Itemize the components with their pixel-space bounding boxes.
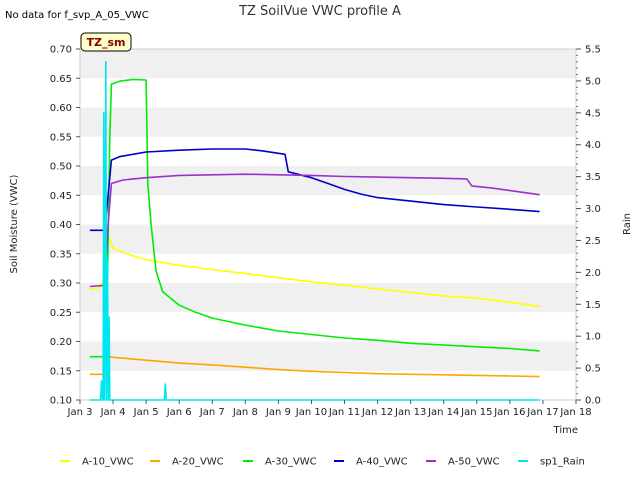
- series-line-sp1-rain: [89, 60, 540, 401]
- y2-tick-label: 1.0: [585, 332, 601, 343]
- series-line-a-40-vwc: [89, 148, 540, 232]
- series-line-a-50-vwc: [89, 173, 540, 288]
- grid-band: [80, 78, 576, 108]
- y-axis-left: 0.10 0.15 0.20 0.25 0.30 0.35 0.40 0.45 0.50 0.55…: [50, 45, 80, 407]
- y-tick-label: 0.70: [50, 45, 72, 56]
- x-tick-label: Jan 4: [100, 407, 126, 418]
- x-tick-label: Jan 7: [199, 407, 225, 418]
- x-tick-label: Jan 15: [460, 407, 492, 418]
- x-tick-label: Jan 10: [295, 407, 327, 418]
- y-tick-label: 0.40: [50, 220, 72, 231]
- y-tick-label: 0.30: [50, 279, 72, 290]
- x-tick-label: Jan 11: [328, 407, 360, 418]
- legend: A-10_VWC A-20_VWC A-30_VWC A-40_VWC A-50_VWC…: [60, 457, 585, 468]
- site-badge-label: TZ_sm: [87, 36, 126, 49]
- x-tick-label: Jan 13: [394, 407, 426, 418]
- x-tick-label: Jan 18: [559, 407, 591, 418]
- y2-tick-label: 0.0: [585, 396, 601, 407]
- y2-tick-label: 5.0: [585, 76, 601, 87]
- legend-label: A-50_VWC: [448, 457, 500, 468]
- legend-label: A-40_VWC: [356, 457, 408, 468]
- x-tick-label: Jan 9: [265, 407, 291, 418]
- y2-tick-label: 2.0: [585, 268, 601, 279]
- y2-tick-label: 1.5: [585, 300, 601, 311]
- grid-band: [80, 49, 576, 79]
- no-data-note: No data for f_svp_A_05_VWC: [5, 10, 149, 21]
- grid-band: [80, 195, 576, 225]
- y2-axis-title: Rain: [622, 213, 633, 235]
- y-axis-right: 0.0 0.5 1.0 1.5 2.0 2.5 3.0 3.5 4.0 4.5 5.0 5.5: [576, 45, 601, 407]
- y2-tick-label: 4.5: [585, 108, 601, 119]
- y-tick-label: 0.55: [50, 132, 72, 143]
- y-tick-label: 0.10: [50, 396, 72, 407]
- legend-label: A-10_VWC: [82, 457, 134, 468]
- y-tick-label: 0.60: [50, 103, 72, 114]
- y2-tick-label: 2.5: [585, 236, 601, 247]
- y-tick-label: 0.45: [50, 191, 72, 202]
- y2-tick-label: 4.0: [585, 140, 601, 151]
- y-tick-label: 0.25: [50, 308, 72, 319]
- x-axis: Jan 3 Jan 4 Jan 5 Jan 6 Jan 7 Jan 8 Jan 9 Jan 1…: [67, 400, 592, 418]
- x-tick-label: Jan 16: [493, 407, 525, 418]
- legend-label: A-30_VWC: [265, 457, 317, 468]
- y-tick-label: 0.20: [50, 337, 72, 348]
- x-tick-label: Jan 3: [67, 407, 93, 418]
- grid-band: [80, 283, 576, 313]
- y-tick-label: 0.65: [50, 74, 72, 85]
- y2-tick-label: 3.0: [585, 204, 601, 215]
- grid-band: [80, 312, 576, 342]
- y2-tick-label: 5.5: [585, 45, 601, 56]
- y-tick-label: 0.50: [50, 162, 72, 173]
- plot-area: [79, 48, 577, 401]
- x-tick-label: Jan 17: [526, 407, 558, 418]
- grid-band: [80, 253, 576, 283]
- x-tick-label: Jan 8: [232, 407, 258, 418]
- grid-band: [80, 224, 576, 254]
- series-line-a-30-vwc: [89, 78, 540, 358]
- y-tick-label: 0.35: [50, 249, 72, 260]
- y2-tick-label: 0.5: [585, 364, 601, 375]
- x-tick-label: Jan 5: [133, 407, 159, 418]
- y-tick-label: 0.15: [50, 366, 72, 377]
- y2-tick-label: 3.5: [585, 172, 601, 183]
- x-tick-label: Jan 6: [166, 407, 192, 418]
- x-tick-label: Jan 14: [427, 407, 459, 418]
- chart-title: TZ SoilVue VWC profile A: [238, 4, 401, 19]
- legend-label: A-20_VWC: [172, 457, 224, 468]
- grid-band: [80, 107, 576, 137]
- grid-band: [80, 341, 576, 371]
- grid-band: [80, 166, 576, 196]
- legend-label: sp1_Rain: [540, 457, 585, 468]
- x-axis-title: Time: [553, 425, 578, 436]
- x-tick-label: Jan 12: [361, 407, 393, 418]
- site-badge: TZ_sm: [80, 32, 132, 52]
- y-axis-title: Soil Moisture (VWC): [9, 174, 20, 273]
